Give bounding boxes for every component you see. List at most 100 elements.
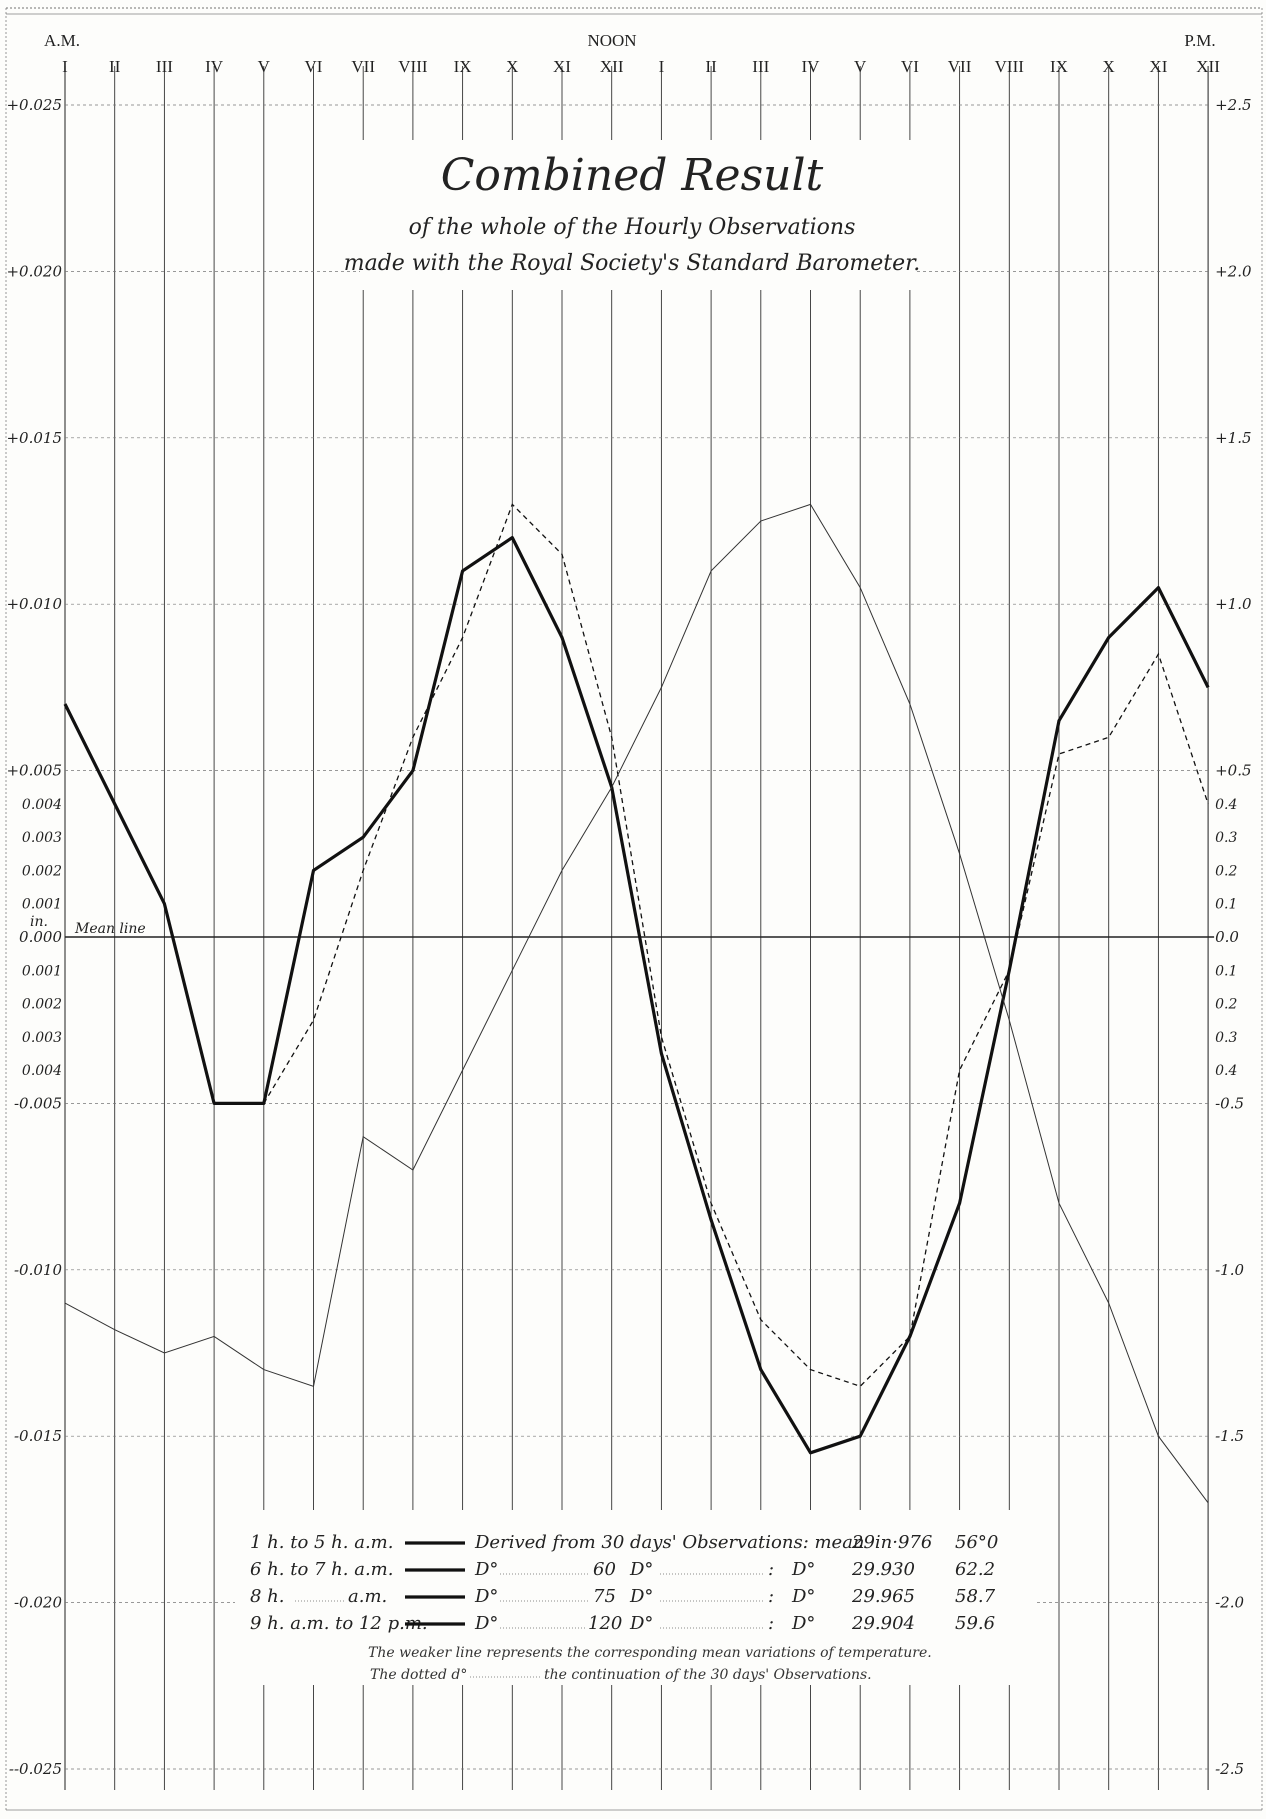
legend-row-4: 9 h. a.m. to 12 p.m. D° 120 D° : D° 29.9… <box>250 1613 995 1634</box>
y-unit-label: in. <box>30 914 48 930</box>
left-tick-label: 0.001 <box>22 897 62 913</box>
legend-temperature: 58.7 <box>955 1586 996 1607</box>
legend-text: D° <box>474 1586 498 1607</box>
right-tick-label: 0.0 <box>1215 928 1239 946</box>
note-weaker-line: The weaker line represents the correspon… <box>368 1645 932 1661</box>
left-tick-label: 0.002 <box>22 863 62 879</box>
legend-row-1: 1 h. to 5 h. a.m. Derived from 30 days' … <box>250 1532 998 1553</box>
hour-label: X <box>1103 57 1115 76</box>
legend-temperature: 59.6 <box>955 1613 995 1634</box>
hour-label: XII <box>600 57 624 76</box>
left-tick-label: -0.015 <box>14 1427 62 1445</box>
right-tick-label: +1.5 <box>1215 429 1251 447</box>
hour-label: VIII <box>995 57 1025 76</box>
left-tick-label: 0.004 <box>22 797 62 813</box>
left-tick-label: 0.004 <box>22 1063 62 1079</box>
legend-mean: D° <box>791 1613 815 1634</box>
left-tick-label: +0.010 <box>6 595 62 613</box>
hour-label: XI <box>553 57 571 76</box>
pm-label: P.M. <box>1184 31 1215 50</box>
legend-sep: : <box>768 1559 774 1580</box>
left-tick-label: --0.025 <box>9 1760 62 1778</box>
legend-temperature: 62.2 <box>955 1559 995 1580</box>
hour-label: VI <box>305 57 323 76</box>
right-axis-ticks: +2.5 +2.0 +1.5 +1.0 +0.5 0.4 0.3 0.2 0.1 0.0 0.1 0.… <box>1215 96 1252 1778</box>
hour-label: I <box>659 57 665 76</box>
right-tick-label: -2.0 <box>1215 1594 1244 1612</box>
legend-temperature: 56°0 <box>955 1532 998 1553</box>
legend-period: 8 h. <box>250 1586 285 1607</box>
left-tick-label: -0.010 <box>14 1261 62 1279</box>
right-tick-label: +2.0 <box>1215 262 1252 280</box>
hour-labels: I II III IV V VI VII VIII IX X XI XII I II III IV V VI VII… <box>62 57 1220 76</box>
hour-label: X <box>506 57 518 76</box>
barometer-series <box>63 535 1210 1455</box>
legend-days-label: D° <box>629 1586 653 1607</box>
hour-label: VI <box>901 57 919 76</box>
left-axis-ticks: +0.025 +0.020 +0.015 +0.010 +0.005 0.004 0.003… <box>6 96 62 1778</box>
left-tick-label: +0.020 <box>6 262 62 280</box>
title-panel <box>360 140 915 290</box>
legend-period-suffix: a.m. <box>348 1586 387 1607</box>
continuation-series <box>263 503 1209 1388</box>
legend-mean: D° <box>791 1559 815 1580</box>
hour-label: II <box>705 57 717 76</box>
right-tick-label: 0.4 <box>1215 797 1237 813</box>
am-label: A.M. <box>44 31 80 50</box>
legend-barometer: 29.930 <box>851 1559 915 1580</box>
left-tick-label: -0.005 <box>14 1094 62 1112</box>
legend-row-2: 6 h. to 7 h. a.m. D° 60 D° : D° 29.930 6… <box>250 1559 995 1580</box>
right-tick-label: -0.5 <box>1215 1094 1244 1112</box>
right-tick-label: 0.3 <box>1215 1030 1237 1046</box>
legend-days-label: D° <box>629 1559 653 1580</box>
legend-text: Derived from 30 days' Observations: mean <box>474 1532 865 1553</box>
legend-sep: : <box>768 1586 774 1607</box>
legend-barometer: 29.965 <box>851 1586 915 1607</box>
hour-label: IX <box>454 57 472 76</box>
hour-label: V <box>854 57 867 76</box>
left-tick-label: 0.003 <box>22 1030 62 1046</box>
hour-gridlines <box>64 66 1209 1790</box>
legend-days: 75 <box>593 1586 616 1607</box>
hour-label: IV <box>802 57 821 76</box>
legend-text: D° <box>474 1613 498 1634</box>
hour-label: V <box>258 57 271 76</box>
left-tick-label: +0.015 <box>6 429 62 447</box>
chart-title: Combined Result <box>441 150 824 201</box>
hour-label: IV <box>205 57 224 76</box>
legend-period: 1 h. to 5 h. a.m. <box>250 1532 393 1553</box>
legend-barometer: 29.904 <box>851 1613 915 1634</box>
right-tick-label: +2.5 <box>1215 96 1251 114</box>
hour-label: VII <box>351 57 375 76</box>
right-tick-label: -2.5 <box>1215 1760 1244 1778</box>
left-tick-label: 0.000 <box>19 928 62 946</box>
hour-label: XII <box>1196 57 1220 76</box>
hour-label: II <box>109 57 121 76</box>
legend-barometer: 29in·976 <box>851 1532 932 1553</box>
right-tick-label: 0.1 <box>1215 897 1237 913</box>
right-tick-label: 0.4 <box>1215 1063 1237 1079</box>
right-tick-label: +1.0 <box>1215 595 1252 613</box>
mean-line-label: Mean line <box>74 921 146 937</box>
hour-label: VII <box>948 57 972 76</box>
left-tick-label: -0.020 <box>14 1594 62 1612</box>
right-tick-label: 0.2 <box>1215 863 1237 879</box>
noon-label: NOON <box>587 31 636 50</box>
hour-label: III <box>752 57 769 76</box>
legend-row-3: 8 h. a.m. D° 75 D° : D° 29.965 58.7 <box>250 1586 996 1607</box>
legend-days: 60 <box>593 1559 616 1580</box>
legend-panel <box>235 1510 1035 1685</box>
right-tick-label: -1.0 <box>1215 1261 1244 1279</box>
left-tick-label: 0.001 <box>22 963 62 979</box>
left-tick-label: 0.003 <box>22 830 62 846</box>
legend-days: 120 <box>588 1613 622 1634</box>
left-tick-label: 0.002 <box>22 997 62 1013</box>
right-tick-label: 0.1 <box>1215 963 1237 979</box>
left-tick-label: +0.025 <box>6 96 62 114</box>
hour-label: IX <box>1050 57 1068 76</box>
hour-label: III <box>156 57 173 76</box>
legend-period: 6 h. to 7 h. a.m. <box>250 1559 393 1580</box>
chart-subtitle-2: made with the Royal Society's Standard B… <box>344 251 921 276</box>
legend-period: 9 h. a.m. to 12 p.m. <box>250 1613 428 1634</box>
